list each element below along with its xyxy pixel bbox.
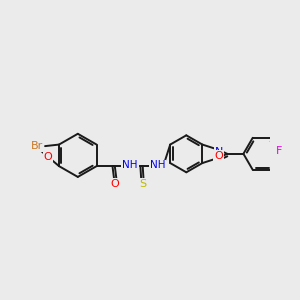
Text: NH: NH xyxy=(150,160,166,170)
Text: O: O xyxy=(214,151,223,161)
Text: N: N xyxy=(214,147,223,157)
Text: Br: Br xyxy=(31,141,44,151)
Text: O: O xyxy=(111,179,120,189)
Text: F: F xyxy=(276,146,282,156)
Text: S: S xyxy=(139,179,146,189)
Text: NH: NH xyxy=(122,160,138,170)
Text: O: O xyxy=(44,152,52,162)
